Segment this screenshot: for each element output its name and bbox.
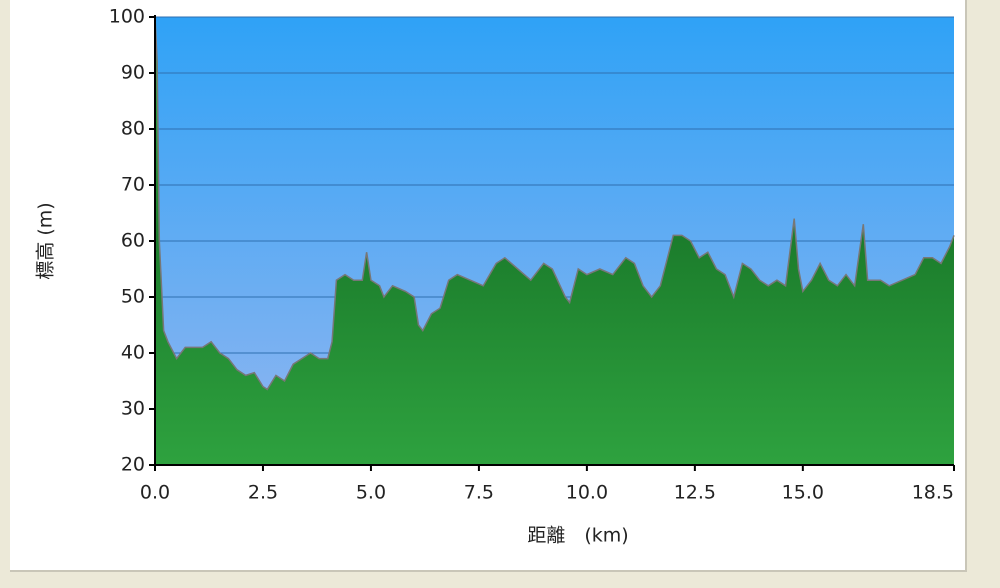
y-tick-label: 80 bbox=[121, 118, 145, 140]
x-tick-label: 0.0 bbox=[140, 482, 170, 504]
x-tick-label: 18.5 bbox=[912, 482, 954, 504]
x-tick-label: 12.5 bbox=[674, 482, 716, 504]
y-tick-label: 100 bbox=[109, 6, 145, 28]
y-axis-label: 標高 (m) bbox=[35, 202, 57, 279]
y-tick-label: 40 bbox=[121, 342, 145, 364]
elevation-area bbox=[155, 17, 954, 465]
y-tick-label: 50 bbox=[121, 286, 145, 308]
y-tick-label: 60 bbox=[121, 230, 145, 252]
x-axis-label: 距離 (km) bbox=[527, 525, 628, 547]
y-tick-label: 90 bbox=[121, 62, 145, 84]
x-tick-label: 7.5 bbox=[464, 482, 494, 504]
y-tick-label: 20 bbox=[121, 454, 145, 476]
elevation-line bbox=[154, 16, 955, 391]
y-tick-label: 30 bbox=[121, 398, 145, 420]
x-tick-label: 2.5 bbox=[248, 482, 278, 504]
x-tick-label: 10.0 bbox=[566, 482, 608, 504]
y-tick-label: 70 bbox=[121, 174, 145, 196]
x-tick-label: 5.0 bbox=[356, 482, 386, 504]
x-tick-label: 15.0 bbox=[782, 482, 824, 504]
